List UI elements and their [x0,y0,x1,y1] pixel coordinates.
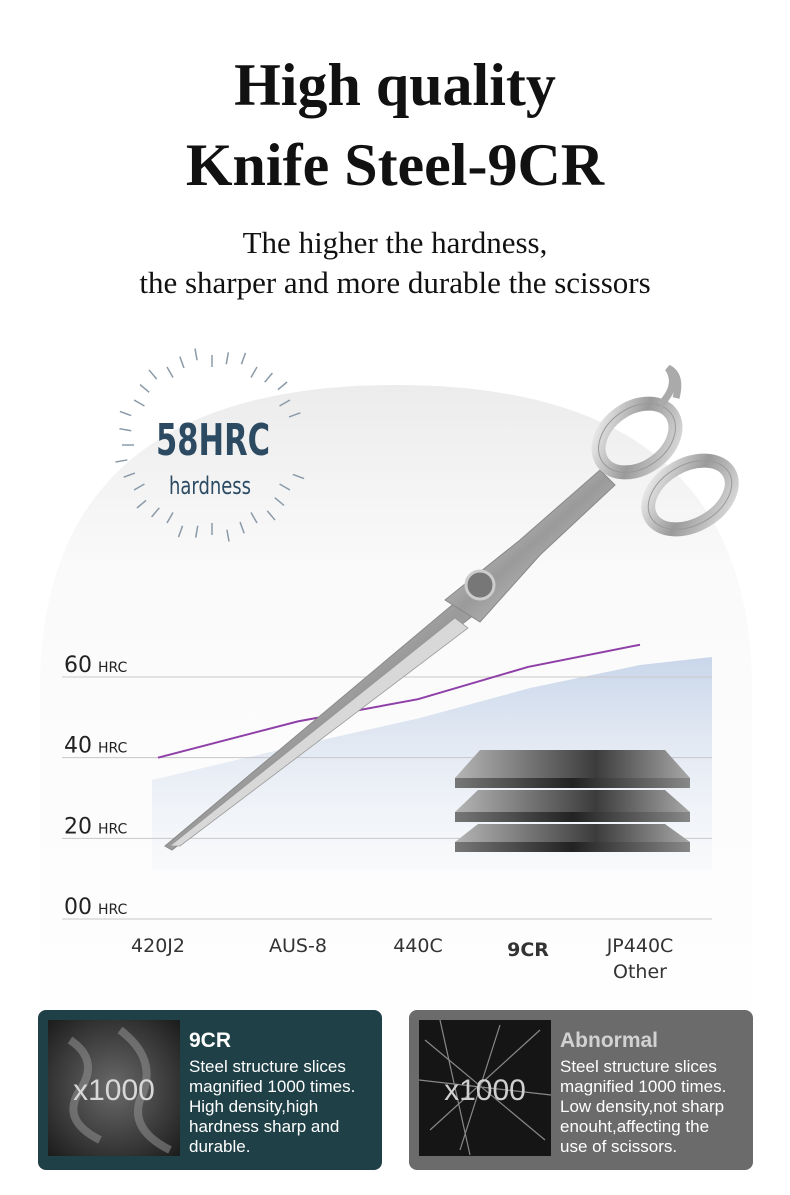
card-text: Low density,not sharp [560,1097,724,1116]
steel-plates [455,750,690,852]
hardness-badge: 58HRC hardness [115,348,305,542]
tick-number: 60 [64,653,92,678]
x-tick-label: AUS-8 [269,935,327,957]
card-text: magnified 1000 times. [189,1077,355,1096]
badge-ray [250,512,258,524]
badge-ray [225,352,230,365]
y-tick-label: 40 HRC [64,734,128,759]
badge-ray [148,369,158,380]
badge-ray [166,366,174,378]
card-zoom: x1000 [73,1074,155,1107]
badge-value: 58HRC [156,415,270,466]
y-tick-label: 20 HRC [64,814,128,839]
badge-ray [119,410,132,417]
tick-unit: HRC [98,660,128,676]
card-text: use of scissors. [560,1137,677,1156]
badge-ray [264,372,273,383]
title: High quality [234,52,556,118]
badge-ray [133,399,145,407]
badge-ray [119,427,132,432]
card-text: magnified 1000 times. [560,1077,726,1096]
card-text: Steel structure slices [560,1057,717,1076]
badge-ray [279,399,291,407]
card-title: 9CR [189,1029,231,1052]
y-tick-label: 00 HRC [64,895,128,920]
x-tick-label: 9CR [507,939,549,961]
badge-ray [151,507,160,518]
line [157,643,641,759]
badge-ray [133,483,145,491]
tick-unit: HRC [98,902,128,918]
x-tick-label: 420J2 [131,935,185,957]
badge-ray [139,384,150,393]
card-text: Steel structure slices [189,1057,346,1076]
badge-ray [123,472,136,478]
badge-ray [136,499,147,509]
card-text: enouht,affecting the [560,1117,709,1136]
card-zoom: x1000 [444,1074,526,1107]
subtitle: the sharper and more durable the scissor… [139,265,650,300]
tick-number: 20 [64,814,92,839]
badge-ray [250,366,258,378]
badge-ray [274,497,285,506]
x-tick-label: 440C [393,935,443,957]
badge-ray [166,512,174,524]
badge-ray [194,525,199,538]
badge-ray [277,381,288,391]
badge-ray [226,529,230,542]
badge-ray [292,473,305,480]
title: Knife Steel-9CR [186,132,605,198]
tick-unit: HRC [98,821,128,837]
tick-unit: HRC [98,741,128,757]
badge-ray [240,352,247,365]
badge-ray [239,521,245,534]
badge-ray [194,348,198,361]
y-tick-label: 60 HRC [64,653,128,678]
badge-ray [279,483,291,491]
card-text: High density,high [189,1097,318,1116]
card-title: Abnormal [560,1029,658,1052]
scissors [164,364,739,851]
badge-label: hardness [169,472,251,500]
badge-ray [179,356,185,369]
tick-number: 40 [64,734,92,759]
badge-ray [288,412,301,418]
badge-ray [115,459,128,463]
badge-ray [266,510,276,521]
subtitle: The higher the hardness, [243,225,548,260]
card-text: durable. [189,1137,250,1156]
badge-ray [177,525,184,538]
tick-number: 00 [64,895,92,920]
card-text: hardness sharp and [189,1117,339,1136]
x-tick-label: JP440C Other [606,935,674,983]
